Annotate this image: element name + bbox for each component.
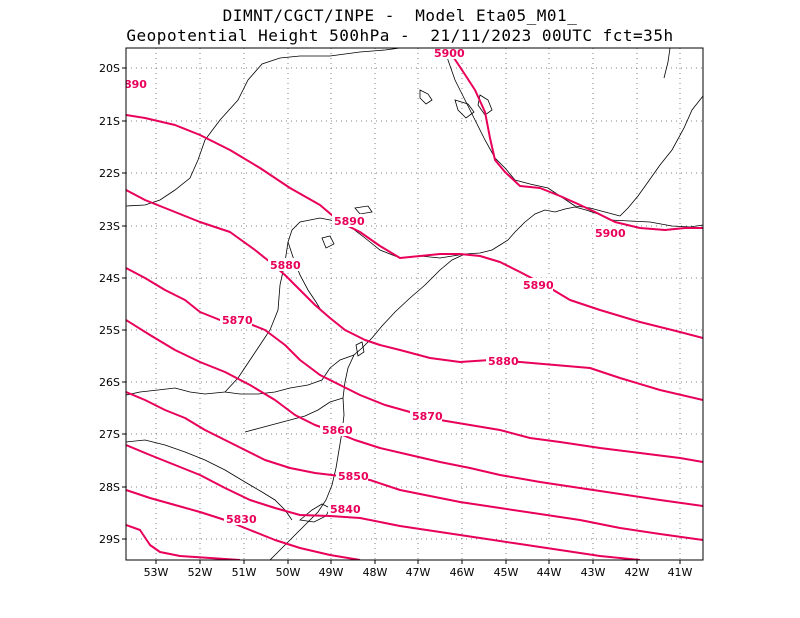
lat-label-21s: 21S bbox=[99, 115, 120, 128]
contour-5900 bbox=[449, 51, 703, 231]
border-sp-pr bbox=[287, 217, 466, 259]
contour-label-5880-east: 5880 bbox=[488, 355, 519, 368]
lon-label-51w: 51W bbox=[232, 566, 257, 579]
island-pr-2 bbox=[354, 205, 373, 215]
lat-label-28s: 28S bbox=[99, 481, 120, 494]
contour-label-5900-east: 5900 bbox=[595, 227, 626, 240]
lon-label-47w: 47W bbox=[406, 566, 431, 579]
contour-lines bbox=[126, 51, 703, 560]
map-title-line-1: DIMNT/CGCT/INPE - Model Eta05_M01_ bbox=[222, 6, 578, 25]
contour-label-5880-west: 5880 bbox=[270, 259, 301, 272]
lon-label-43w: 43W bbox=[581, 566, 606, 579]
island-sp-3 bbox=[477, 94, 493, 116]
lon-label-48w: 48W bbox=[363, 566, 388, 579]
border-es-rj bbox=[619, 95, 703, 217]
border-sp-mg bbox=[444, 48, 576, 207]
contour-5880-north bbox=[126, 189, 703, 401]
border-north bbox=[663, 48, 671, 79]
lon-label-52w: 52W bbox=[188, 566, 213, 579]
lon-label-53w: 53W bbox=[144, 566, 169, 579]
contour-label-5870-east: 5870 bbox=[412, 410, 443, 423]
island-sp-2 bbox=[454, 99, 475, 119]
lon-label-41w: 41W bbox=[668, 566, 693, 579]
river-parana bbox=[126, 139, 206, 207]
lat-label-27s: 27S bbox=[99, 428, 120, 441]
lat-label-22s: 22S bbox=[99, 167, 120, 180]
contour-label-5890-east: 5890 bbox=[523, 279, 554, 292]
coastline bbox=[269, 206, 703, 560]
contour-5870 bbox=[126, 267, 703, 463]
lon-label-46w: 46W bbox=[450, 566, 475, 579]
contour-label-5850: 5850 bbox=[338, 470, 369, 483]
lon-label-42w: 42W bbox=[625, 566, 650, 579]
border-argentina-rs bbox=[126, 439, 293, 521]
contour-5820 bbox=[126, 524, 241, 560]
tick-marks bbox=[122, 67, 681, 564]
island-sp-1 bbox=[419, 89, 433, 105]
lat-label-29s: 29S bbox=[99, 533, 120, 546]
map-title-line-2: Geopotential Height 500hPa - 21/11/2023 … bbox=[126, 26, 674, 45]
contour-label-5870-west: 5870 bbox=[222, 314, 253, 327]
lagoon-patos bbox=[299, 503, 331, 523]
lon-label-44w: 44W bbox=[537, 566, 562, 579]
lat-label-26s: 26S bbox=[99, 376, 120, 389]
border-pr-sc bbox=[224, 354, 355, 395]
border-ms-sp bbox=[204, 48, 401, 141]
island-sc bbox=[355, 341, 365, 357]
lat-label-20s: 20S bbox=[99, 62, 120, 75]
contour-5890-north bbox=[126, 114, 703, 339]
contour-5840 bbox=[126, 444, 641, 560]
border-ms-pr bbox=[287, 241, 323, 313]
contour-labels: 890 5900 5890 5900 5880 5890 5870 5880 5… bbox=[124, 47, 626, 526]
coastline-and-borders bbox=[126, 48, 703, 560]
contour-label-890: 890 bbox=[124, 78, 147, 91]
plot-frame bbox=[125, 47, 704, 561]
lat-label-23s: 23S bbox=[99, 220, 120, 233]
grid-lines bbox=[126, 48, 703, 560]
contour-label-5860: 5860 bbox=[322, 424, 353, 437]
contour-label-5830: 5830 bbox=[226, 513, 257, 526]
lon-label-49w: 49W bbox=[319, 566, 344, 579]
longitude-labels: 53W 52W 51W 50W 49W 48W 47W 46W 45W 44W … bbox=[144, 566, 693, 579]
contour-label-5840: 5840 bbox=[330, 503, 361, 516]
lon-label-45w: 45W bbox=[494, 566, 519, 579]
border-mg-rj bbox=[574, 205, 621, 217]
lat-label-25s: 25S bbox=[99, 324, 120, 337]
contour-label-5900-top: 5900 bbox=[434, 47, 465, 60]
border-sc-rs bbox=[244, 397, 344, 433]
lat-label-24s: 24S bbox=[99, 272, 120, 285]
contour-5860 bbox=[126, 319, 703, 507]
border-paraguay-argentina bbox=[126, 387, 226, 396]
island-pr-1 bbox=[321, 235, 335, 249]
latitude-labels: 20S 21S 22S 23S 24S 25S 26S 27S 28S 29S bbox=[99, 62, 120, 546]
contour-label-5890-west: 5890 bbox=[334, 215, 365, 228]
lon-label-50w: 50W bbox=[276, 566, 301, 579]
